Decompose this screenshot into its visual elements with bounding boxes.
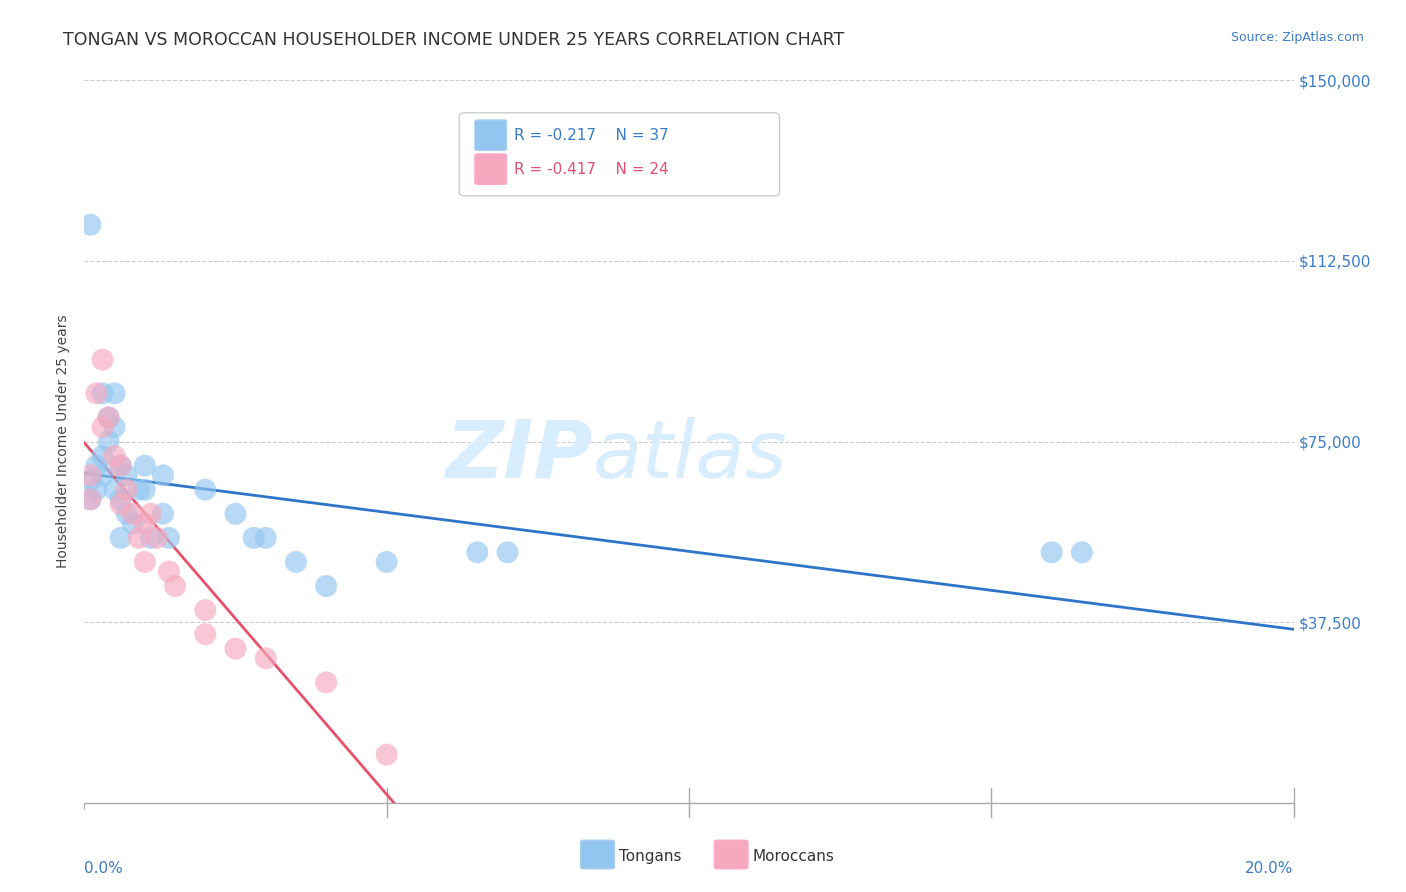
Point: [139, 531, 162, 545]
Point: [134, 458, 156, 473]
Point: [194, 483, 217, 497]
Point: [104, 483, 127, 497]
Point: [146, 531, 169, 545]
Point: [225, 641, 247, 656]
Point: [91, 449, 114, 463]
Point: [194, 627, 217, 641]
Point: [104, 449, 127, 463]
Point: [134, 483, 156, 497]
Point: [79, 492, 101, 507]
Point: [97, 410, 120, 425]
Point: [375, 555, 398, 569]
Point: [128, 531, 150, 545]
Text: Source: ZipAtlas.com: Source: ZipAtlas.com: [1230, 31, 1364, 45]
Point: [91, 420, 114, 434]
Text: 0.0%: 0.0%: [84, 861, 124, 876]
Point: [1040, 545, 1063, 559]
Point: [86, 458, 108, 473]
Point: [1071, 545, 1094, 559]
Point: [104, 386, 127, 401]
Point: [194, 603, 217, 617]
Point: [134, 555, 156, 569]
Point: [157, 565, 180, 579]
Point: [375, 747, 398, 762]
Point: [110, 531, 132, 545]
Point: [91, 386, 114, 401]
Point: [115, 468, 138, 483]
Point: [254, 651, 277, 665]
Point: [285, 555, 308, 569]
Point: [79, 492, 101, 507]
Text: R = -0.217    N = 37: R = -0.217 N = 37: [513, 128, 668, 143]
Text: Tongans: Tongans: [619, 849, 681, 863]
Point: [110, 458, 132, 473]
Y-axis label: Householder Income Under 25 years: Householder Income Under 25 years: [56, 315, 70, 568]
Point: [115, 483, 138, 497]
Point: [79, 218, 101, 232]
Text: TONGAN VS MOROCCAN HOUSEHOLDER INCOME UNDER 25 YEARS CORRELATION CHART: TONGAN VS MOROCCAN HOUSEHOLDER INCOME UN…: [63, 31, 845, 49]
Point: [242, 531, 264, 545]
FancyBboxPatch shape: [460, 112, 780, 196]
Point: [110, 497, 132, 511]
Point: [165, 579, 187, 593]
Text: atlas: atlas: [592, 417, 787, 495]
Point: [86, 386, 108, 401]
Point: [104, 420, 127, 434]
Text: ZIP: ZIP: [444, 417, 592, 495]
Point: [110, 458, 132, 473]
Point: [496, 545, 519, 559]
Point: [315, 675, 337, 690]
Point: [121, 507, 143, 521]
Point: [128, 483, 150, 497]
Point: [97, 434, 120, 449]
Text: Moroccans: Moroccans: [752, 849, 834, 863]
Point: [254, 531, 277, 545]
Point: [97, 410, 120, 425]
FancyBboxPatch shape: [475, 154, 506, 185]
Point: [152, 507, 174, 521]
Point: [79, 468, 101, 483]
Point: [79, 473, 101, 487]
Point: [110, 492, 132, 507]
Point: [134, 516, 156, 531]
Point: [467, 545, 489, 559]
Point: [91, 352, 114, 367]
Point: [91, 468, 114, 483]
Point: [225, 507, 247, 521]
Point: [152, 468, 174, 483]
Point: [139, 507, 162, 521]
Point: [86, 483, 108, 497]
Text: R = -0.417    N = 24: R = -0.417 N = 24: [513, 161, 668, 177]
Point: [157, 531, 180, 545]
Point: [115, 507, 138, 521]
FancyBboxPatch shape: [475, 120, 506, 151]
Point: [315, 579, 337, 593]
Text: 20.0%: 20.0%: [1246, 861, 1294, 876]
Point: [121, 516, 143, 531]
